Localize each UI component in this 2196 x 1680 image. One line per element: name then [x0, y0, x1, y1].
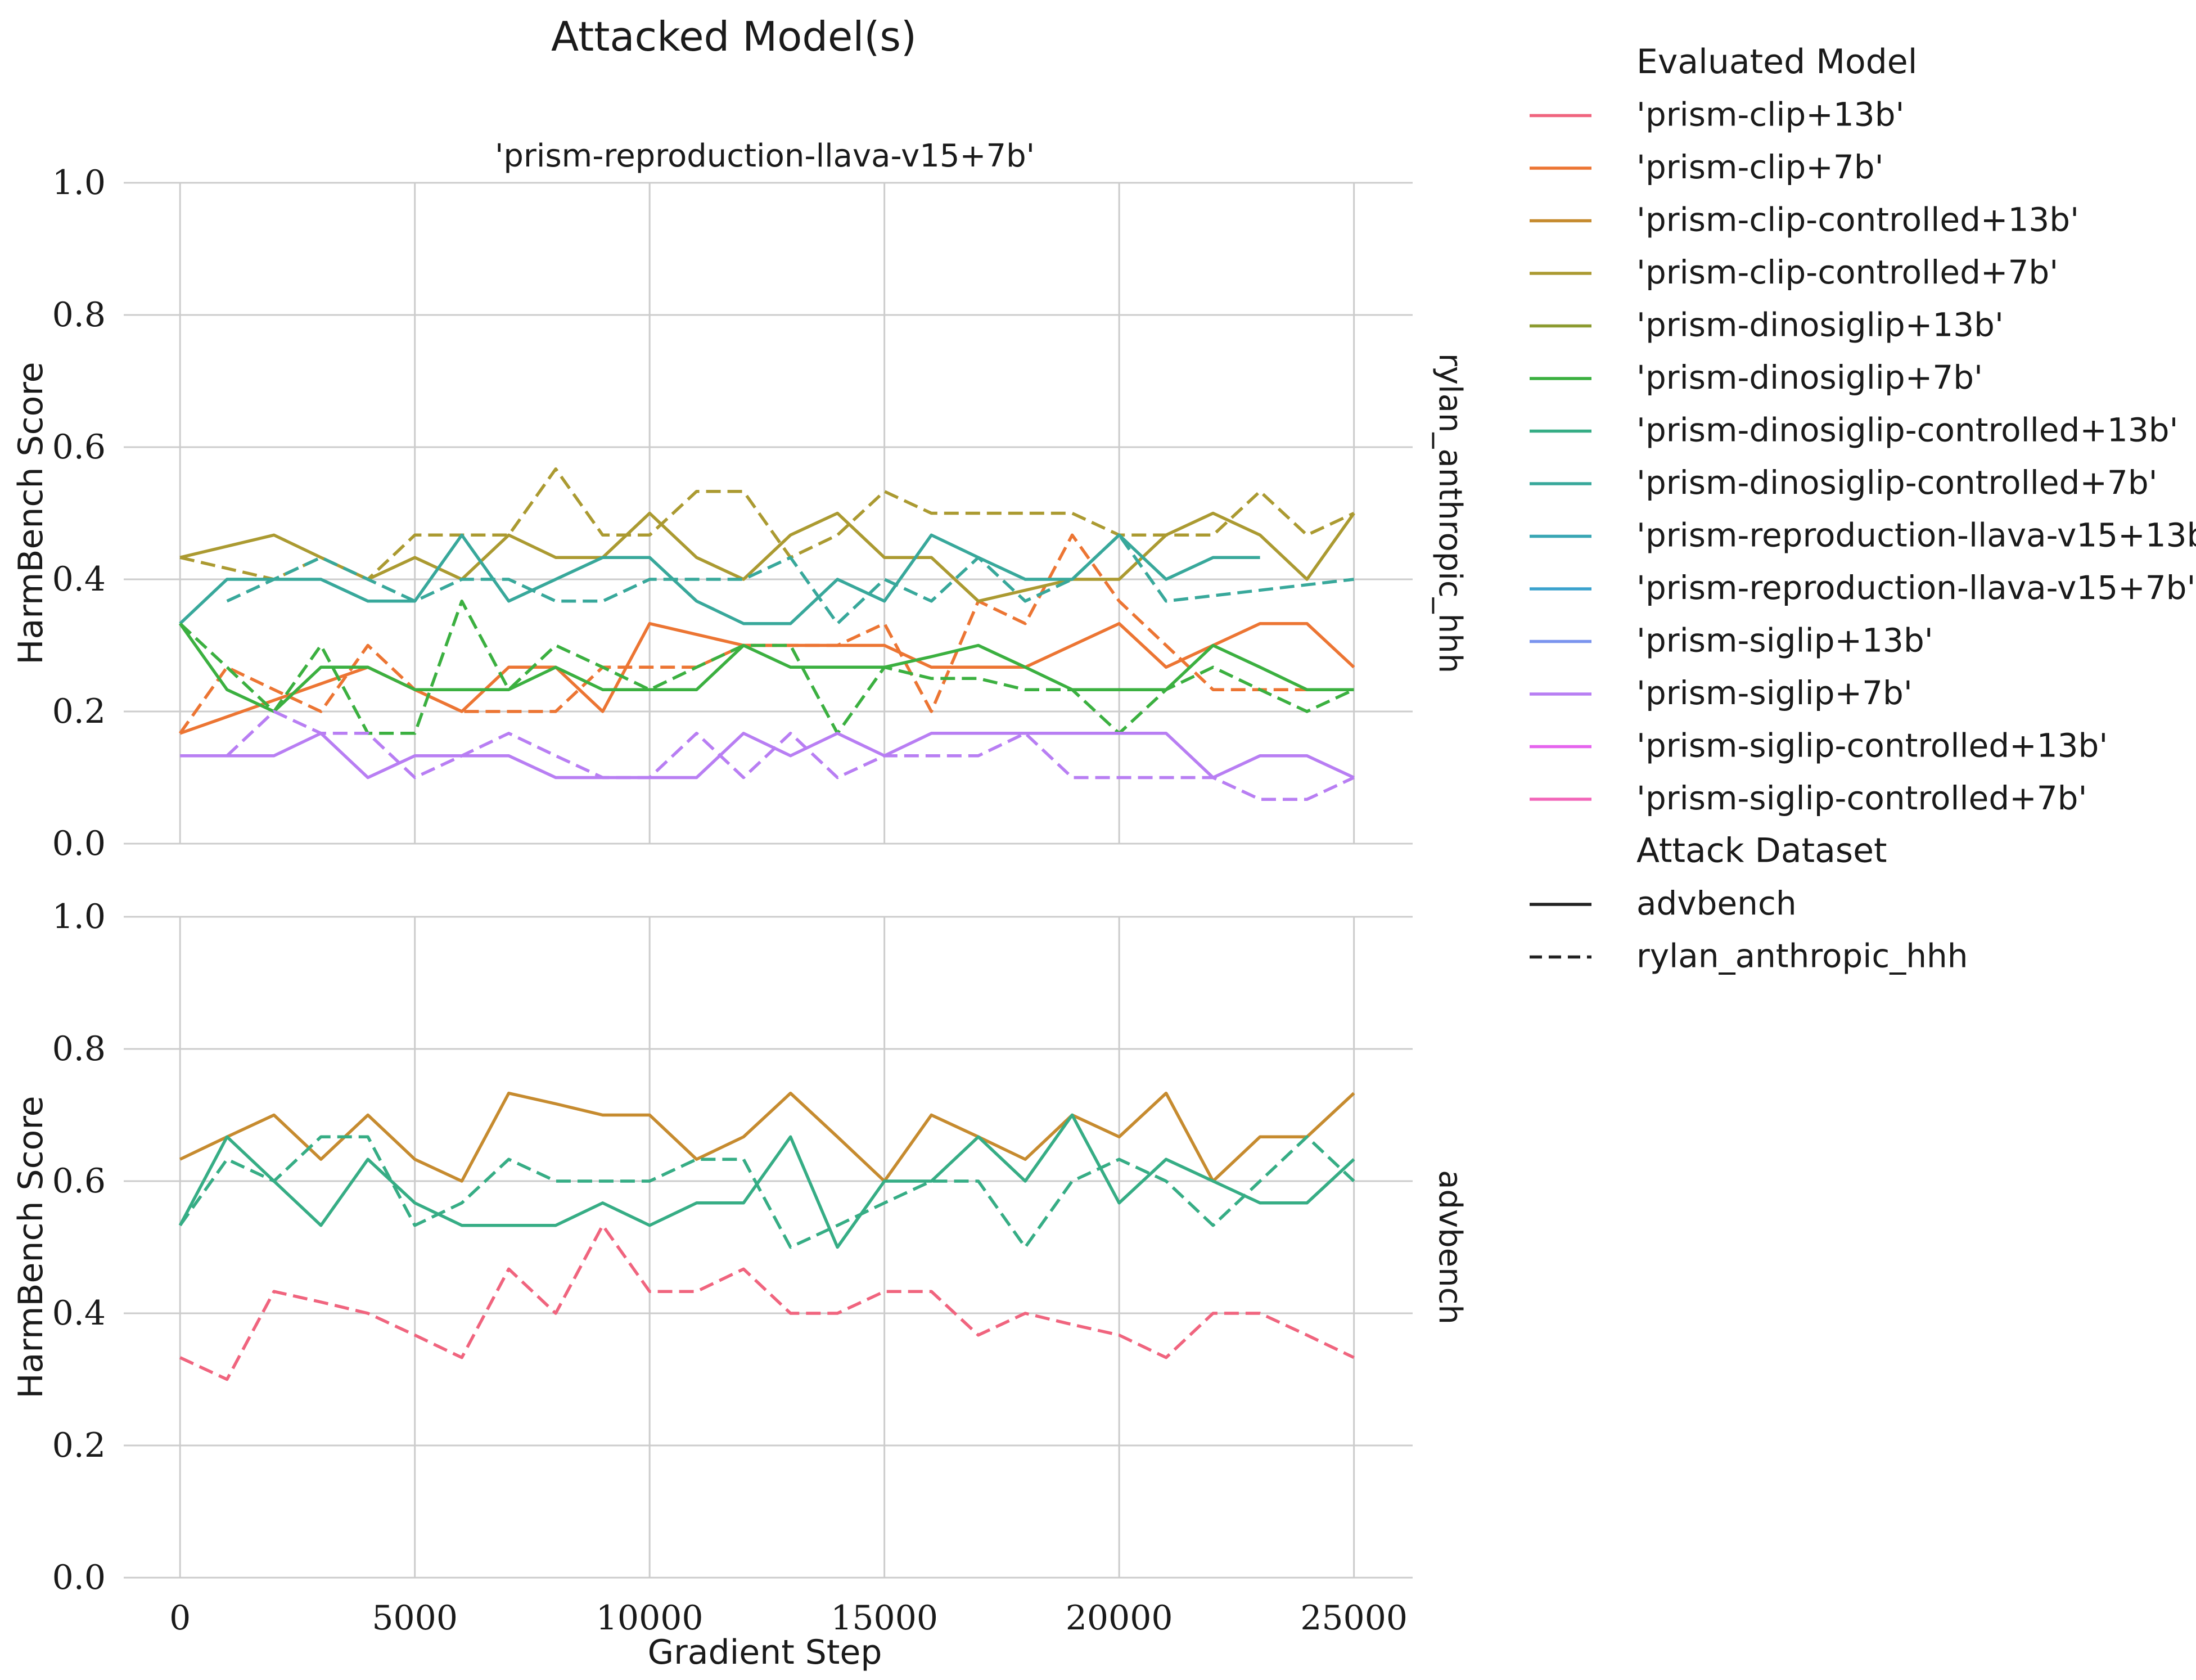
legend-label: 'prism-siglip-controlled+13b': [1636, 727, 2108, 765]
panel-0: 0.0 0.2 0.4 0.6 0.8 1.0 HarmBench Score rylan_a…: [11, 163, 1468, 863]
y-axis-title: HarmBench Score: [11, 1096, 51, 1398]
y-tick-label: 1.0: [52, 163, 106, 202]
y-tick-label: 0.8: [52, 295, 106, 335]
y-tick-label: 1.0: [52, 897, 106, 936]
y-tick-label: 0.6: [52, 427, 106, 467]
panel-title: 'prism-reproduction-llava-v15+7b': [495, 138, 1035, 174]
legend-title: Attack Dataset: [1636, 831, 1887, 871]
series-line: [226, 533, 1354, 625]
y-tick-label: 0.4: [52, 1294, 106, 1333]
y-tick-label: 0.0: [52, 1558, 106, 1597]
chart-panels: 0.0 0.2 0.4 0.6 0.8 1.0 HarmBench Score rylan_a…: [11, 163, 1468, 1638]
legend-label: 'prism-reproduction-llava-v15+13b': [1636, 516, 2196, 555]
legend-label: advbench: [1636, 884, 1797, 922]
y-tick-label: 0.8: [52, 1029, 106, 1069]
legend-label: 'prism-siglip-controlled+7b': [1636, 779, 2087, 817]
x-tick-label: 5000: [372, 1598, 458, 1638]
series-line: [178, 1135, 1355, 1249]
legend-label: 'prism-clip+13b': [1636, 96, 1904, 134]
y-tick-label: 0.6: [52, 1161, 106, 1201]
legend-label: 'prism-dinosiglip-controlled+13b': [1636, 411, 2179, 449]
y-axis-title: HarmBench Score: [11, 362, 51, 664]
series-line: [178, 623, 1354, 713]
legend-label: 'prism-clip-controlled+7b': [1636, 253, 2058, 291]
x-axis-title: Gradient Step: [648, 1633, 882, 1672]
panel-1: 0.0 0.2 0.4 0.6 0.8 1.0 HarmBench Score advbenc…: [11, 897, 1468, 1638]
row-label: advbench: [1432, 1170, 1468, 1325]
series-line: [180, 732, 1355, 780]
x-tick-label: 0: [169, 1598, 191, 1638]
series-line: [178, 533, 1354, 735]
series-line: [178, 1113, 1355, 1249]
legend-label: 'prism-dinosiglip+13b': [1636, 306, 2004, 344]
legend-label: 'prism-siglip+7b': [1636, 674, 1913, 712]
legend-label: 'prism-reproduction-llava-v15+7b': [1636, 569, 2195, 607]
series-line: [179, 467, 1355, 581]
legend: Evaluated Model 'prism-clip+13b' 'prism-cl…: [1530, 42, 2196, 975]
y-tick-label: 0.2: [52, 1426, 106, 1465]
legend-label: rylan_anthropic_hhh: [1636, 937, 1968, 975]
series-line: [226, 710, 1355, 801]
chart-title: Attacked Model(s): [551, 13, 917, 60]
x-tick-label: 20000: [1066, 1598, 1173, 1638]
legend-label: 'prism-dinosiglip-controlled+7b': [1636, 463, 2158, 502]
x-tick-label: 25000: [1300, 1598, 1408, 1638]
y-tick-label: 0.0: [52, 824, 106, 863]
series-line: [179, 511, 1355, 603]
legend-title: Evaluated Model: [1636, 42, 1917, 82]
row-label: rylan_anthropic_hhh: [1432, 353, 1468, 673]
series-line: [179, 1223, 1355, 1381]
y-tick-label: 0.4: [52, 560, 106, 599]
legend-label: 'prism-siglip+13b': [1636, 621, 1933, 660]
legend-label: 'prism-dinosiglip+7b': [1636, 358, 1983, 397]
series-line: [179, 1091, 1355, 1183]
x-tick-label: 10000: [596, 1598, 704, 1638]
y-tick-label: 0.2: [52, 692, 106, 731]
legend-label: 'prism-clip-controlled+13b': [1636, 201, 2079, 239]
x-tick-label: 15000: [831, 1598, 938, 1638]
legend-label: 'prism-clip+7b': [1636, 148, 1884, 186]
